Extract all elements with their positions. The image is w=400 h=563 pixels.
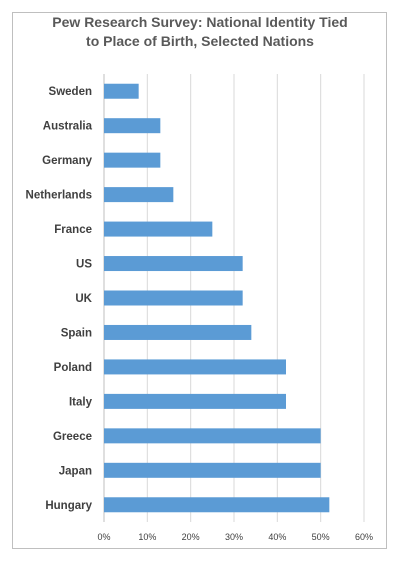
category-label: Netherlands [26, 190, 92, 202]
category-label: Hungary [45, 500, 92, 512]
x-tick-label: 20% [182, 532, 200, 542]
category-label: Italy [69, 396, 93, 408]
bar-poland [104, 359, 286, 375]
category-label: France [54, 224, 92, 236]
bar-netherlands [104, 187, 174, 203]
x-tick-label: 0% [97, 532, 110, 542]
bars [104, 83, 330, 513]
bar-france [104, 221, 213, 237]
bar-spain [104, 324, 252, 340]
bar-uk [104, 290, 243, 306]
x-tick-label: 10% [138, 532, 156, 542]
bar-italy [104, 393, 286, 409]
category-label: Poland [54, 362, 92, 374]
category-label: US [76, 259, 92, 271]
bar-australia [104, 118, 161, 134]
chart-title-line-1: Pew Research Survey: National Identity T… [52, 14, 348, 30]
category-label: Australia [43, 121, 93, 133]
chart-frame [12, 12, 387, 549]
category-label: Sweden [49, 86, 92, 98]
bar-sweden [104, 83, 139, 99]
category-label: Spain [61, 327, 92, 339]
x-tick-labels: 0% 10% 20% 30% 40% 50% 60% [97, 532, 373, 542]
bar-us [104, 256, 243, 272]
category-label: UK [75, 293, 92, 305]
bar-japan [104, 462, 321, 478]
category-label: Japan [59, 465, 92, 477]
chart-title: Pew Research Survey: National Identity T… [0, 13, 400, 51]
chart-title-line-2: to Place of Birth, Selected Nations [86, 33, 314, 49]
category-label: Germany [42, 155, 92, 167]
category-label: Greece [53, 431, 92, 443]
bar-germany [104, 152, 161, 168]
x-tick-label: 60% [355, 532, 373, 542]
x-tick-label: 30% [225, 532, 243, 542]
bar-greece [104, 428, 321, 444]
x-tick-label: 50% [312, 532, 330, 542]
x-tick-label: 40% [268, 532, 286, 542]
bar-hungary [104, 497, 330, 513]
category-labels: Sweden Australia Germany Netherlands France U… [26, 86, 93, 512]
